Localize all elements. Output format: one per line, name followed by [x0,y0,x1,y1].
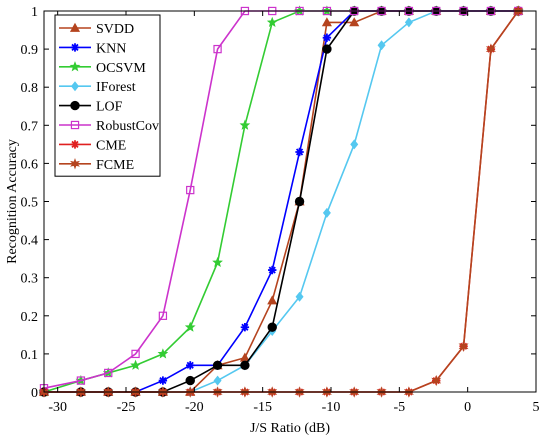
data-point-knn [186,361,195,370]
data-point-lof [322,44,332,54]
y-tick-label: 0.5 [21,196,39,211]
y-tick-label: 0.4 [21,234,39,249]
data-point-iforest [377,40,386,51]
y-tick-label: 1 [31,5,38,20]
data-point-iforest [295,291,304,302]
data-point-knn [268,265,277,275]
data-point-svdd [349,17,360,27]
data-point-fcme [458,340,469,353]
legend-item-ocsvm: OCSVM [59,61,146,76]
y-tick-label: 0.8 [21,81,39,96]
legend-item-robustcov: RobustCov [59,119,159,134]
data-point-ocsvm [266,16,278,28]
x-tick-label: 0 [464,400,471,415]
legend-marker [70,43,80,52]
legend-marker [70,100,80,111]
legend-label: KNN [96,41,126,56]
y-tick-label: 0.6 [21,157,39,172]
x-tick-label: -30 [48,400,67,415]
y-tick-label: 0.3 [21,272,39,287]
data-point-ocsvm [130,359,141,370]
legend-item-cme: CME [59,138,126,153]
legend-marker [70,158,80,170]
y-tick-label: 0.7 [21,119,39,134]
legend-marker [70,140,80,149]
y-tick-label: 0.9 [21,43,39,58]
legend-label: OCSVM [96,61,146,76]
legend-item-lof: LOF [59,100,123,115]
legend: SVDD KNN OCSVM IForest LOF RobustCov CME FCME [54,14,161,177]
legend-label: FCME [96,158,134,173]
data-point-iforest [322,207,331,218]
data-point-knn [240,323,250,332]
x-tick-label: -15 [253,400,272,415]
data-point-lof [212,360,223,371]
legend-label: CME [96,138,126,153]
data-point-ocsvm [212,256,223,268]
data-point-lof [185,375,195,386]
legend-label: RobustCov [96,119,159,134]
legend-label: IForest [96,80,136,95]
y-tick-label: 0.1 [21,348,39,363]
x-tick-label: 5 [533,400,540,415]
x-axis-label: J/S Ratio (dB) [250,421,330,436]
y-tick-label: 0.2 [21,310,39,325]
legend-box [54,14,161,177]
data-point-robustcov [213,44,222,54]
axis-ticks: -30 -25 -20 -15 -10 -5 0 5 0 0.1 0.2 0.3 0.4 0.5 0.6 0.… [21,5,540,415]
legend-marker [69,22,81,32]
data-point-robustcov [131,349,140,359]
legend-label: SVDD [96,22,134,37]
data-point-iforest [404,17,413,28]
data-point-knn [322,33,332,42]
x-tick-label: -10 [322,400,341,415]
legend-item-svdd: SVDD [59,22,134,37]
legend-marker [70,81,80,92]
data-point-ocsvm [157,348,169,359]
x-tick-label: -5 [393,400,405,415]
legend-label: LOF [96,100,123,115]
data-point-robustcov [104,368,113,378]
x-tick-label: -20 [185,400,204,415]
x-tick-label: -25 [117,400,136,415]
data-point-svdd [267,295,278,305]
legend-marker [69,61,81,72]
data-point-lof [240,360,250,371]
data-point-robustcov [158,311,168,320]
data-point-knn [295,147,304,157]
legend-item-knn: KNN [59,41,126,56]
data-point-fcme [431,374,442,387]
data-point-knn [158,376,168,385]
data-point-svdd [321,17,332,27]
data-point-ocsvm [184,321,196,332]
legend-item-fcme: FCME [59,158,134,173]
legend-item-iforest: IForest [59,80,136,95]
data-point-iforest [213,375,222,386]
data-point-robustcov [76,376,86,385]
data-point-ocsvm [239,119,251,130]
y-axis-label: Recognition Accuracy [5,139,20,264]
data-point-iforest [350,139,359,150]
data-point-fcme [485,43,496,55]
y-tick-label: 0 [31,386,38,401]
data-point-robustcov [186,185,195,195]
data-point-lof [294,196,305,207]
legend-marker [70,120,80,130]
data-point-lof [267,322,277,332]
